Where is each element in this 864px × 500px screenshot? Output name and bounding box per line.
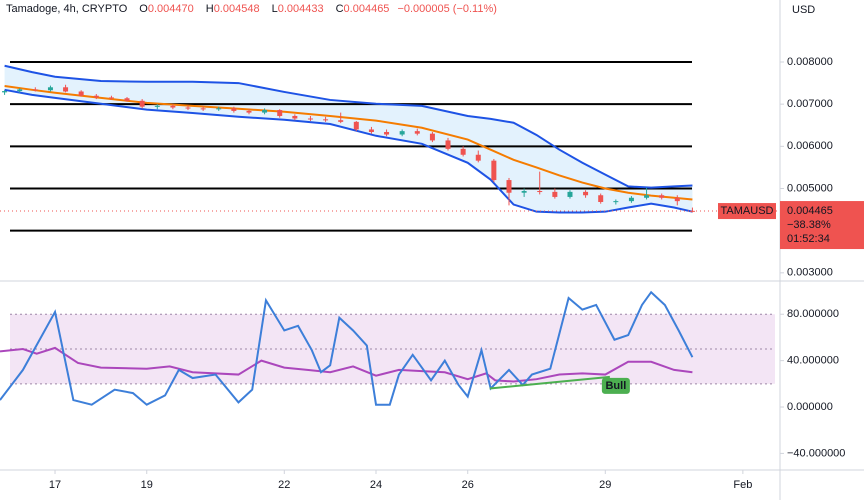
candle-body xyxy=(399,131,405,135)
candle-body xyxy=(200,108,206,110)
candle-body xyxy=(537,191,543,193)
ohlc-label: H xyxy=(206,3,214,15)
candle-body xyxy=(108,97,114,99)
change: −0.000005 (−0.11%) xyxy=(397,3,496,15)
last-price: 0.004465 xyxy=(787,205,833,217)
candle-body xyxy=(2,91,8,93)
candle-body xyxy=(598,195,604,202)
candle-body xyxy=(17,89,23,92)
candle-body xyxy=(216,108,222,110)
countdown: 01:52:34 xyxy=(787,233,830,245)
candle-body xyxy=(613,201,619,203)
candle-body xyxy=(307,118,313,120)
candle-body xyxy=(491,160,497,181)
candle-body xyxy=(277,110,283,116)
candle-body xyxy=(567,191,573,197)
candle-body xyxy=(93,95,99,98)
candle-body xyxy=(323,119,329,121)
candle-body xyxy=(521,191,527,193)
candle-body xyxy=(246,110,252,113)
candle-body xyxy=(414,131,420,134)
x-tick-label: 26 xyxy=(462,479,474,491)
candle-body xyxy=(292,115,298,119)
overlay-line xyxy=(4,64,693,189)
y-tick-label: 40.000000 xyxy=(787,355,839,367)
candle-body xyxy=(368,129,374,132)
candle-body xyxy=(231,108,237,111)
band-fill xyxy=(4,65,693,213)
candle-body xyxy=(475,154,481,161)
y-tick-label: 0.006000 xyxy=(787,140,833,152)
indicator-line xyxy=(0,346,693,383)
symbol: Tamadoge, 4h, CRYPTO xyxy=(6,3,128,15)
x-tick-label: 17 xyxy=(49,479,61,491)
y-tick-label: 0.005000 xyxy=(787,182,833,194)
ohlc-value: 0.004433 xyxy=(278,3,324,15)
last-change: −38.38% xyxy=(787,219,831,231)
x-tick-label: 29 xyxy=(599,479,611,491)
x-tick-label: 19 xyxy=(141,479,153,491)
ohlc-label: O xyxy=(139,3,148,15)
ohlc-value: 0.004465 xyxy=(344,3,390,15)
divergence-line xyxy=(489,375,610,390)
candle-body xyxy=(124,98,130,101)
annotation-label: Bull xyxy=(605,380,626,392)
x-tick-label: Feb xyxy=(733,479,752,491)
ohlc-label: C xyxy=(336,3,344,15)
y-tick-label: 0.003000 xyxy=(787,267,833,279)
candle-body xyxy=(552,191,558,197)
candle-body xyxy=(384,131,390,135)
last-symbol: TAMAUSD xyxy=(721,205,774,217)
y-tick-label: 80.000000 xyxy=(787,308,839,320)
header: Tamadoge, 4h, CRYPTO O0.004470 H0.004548 L0… xyxy=(6,3,497,15)
candle-body xyxy=(47,87,53,91)
y-tick-label: 0.000000 xyxy=(787,401,833,413)
candle-body xyxy=(460,148,466,155)
annotation-box xyxy=(601,377,630,394)
price-box xyxy=(780,201,864,250)
candle-body xyxy=(262,110,268,113)
candle-body xyxy=(674,197,680,202)
x-tick-label: 22 xyxy=(278,479,290,491)
indicator-line xyxy=(0,290,694,406)
candle-body xyxy=(628,197,634,202)
y-tick-label: −40.000000 xyxy=(787,447,845,459)
candle-body xyxy=(185,107,191,109)
ohlc-label: L xyxy=(272,3,278,15)
currency: USD xyxy=(792,4,815,16)
candle-body xyxy=(78,91,84,96)
ohlc-value: 0.004548 xyxy=(214,3,260,15)
candle-body xyxy=(338,120,344,122)
candle-body xyxy=(644,195,650,198)
candle-body xyxy=(353,121,359,130)
y-tick-label: 0.008000 xyxy=(787,56,833,68)
ohlc-value: 0.004470 xyxy=(148,3,194,15)
candle-body xyxy=(154,105,160,107)
candle-body xyxy=(32,89,38,91)
candle-body xyxy=(445,140,451,149)
candle-body xyxy=(170,105,176,108)
symbol-box xyxy=(718,203,776,220)
candle-body xyxy=(659,195,665,198)
x-tick-label: 24 xyxy=(370,479,382,491)
overlay-line xyxy=(4,85,693,201)
candle-body xyxy=(139,100,145,107)
overlay-line xyxy=(4,88,693,214)
candle-body xyxy=(429,133,435,141)
candle-body xyxy=(63,87,69,92)
y-tick-label: 0.007000 xyxy=(787,98,833,110)
candle-body xyxy=(583,191,589,196)
candle-body xyxy=(506,180,512,193)
